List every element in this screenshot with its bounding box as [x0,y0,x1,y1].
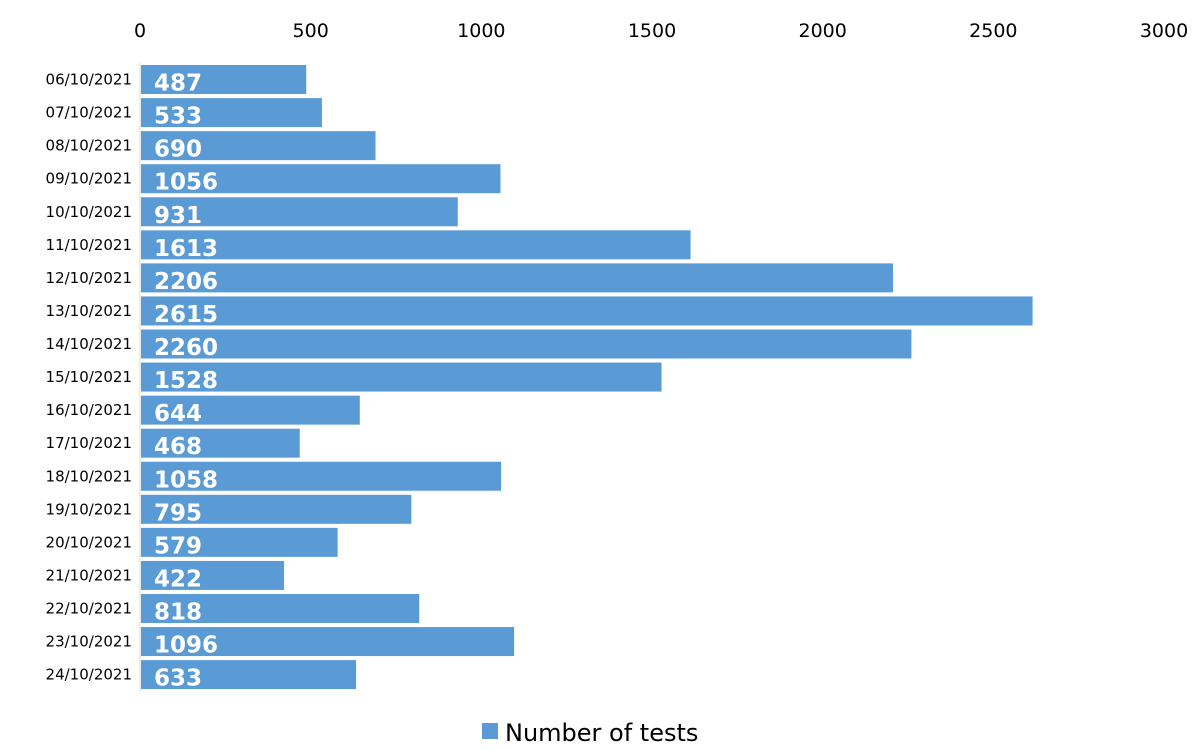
category-label: 10/10/2021 [46,203,132,221]
legend-swatch [482,723,498,739]
bar [141,131,376,161]
bar [141,560,285,590]
bar [141,65,307,95]
data-label: 533 [154,104,202,130]
category-label: 13/10/2021 [46,302,132,320]
bar [141,461,502,491]
category-label: 20/10/2021 [46,533,132,551]
data-label: 795 [154,500,202,526]
category-label: 24/10/2021 [46,666,132,684]
bar [141,395,360,425]
category-label: 07/10/2021 [46,104,132,122]
x-tick-label: 2500 [969,20,1017,42]
category-label: 23/10/2021 [46,633,132,651]
x-tick-label: 0 [134,20,146,42]
category-label: 18/10/2021 [46,467,132,485]
category-label: 06/10/2021 [46,71,132,89]
bar [141,197,458,227]
bar [141,164,501,194]
data-label: 644 [154,401,202,427]
data-label: 468 [154,434,202,460]
category-label: 21/10/2021 [46,566,132,584]
data-label: 931 [154,203,202,229]
category-label: 11/10/2021 [46,236,132,254]
x-tick-label: 500 [293,20,329,42]
x-tick-label: 3000 [1140,20,1188,42]
category-label: 19/10/2021 [46,500,132,518]
data-label: 1528 [154,368,218,394]
category-label: 17/10/2021 [46,434,132,452]
x-tick-label: 1500 [628,20,676,42]
bar [141,660,357,690]
category-label: 08/10/2021 [46,137,132,155]
bar [141,627,515,657]
data-label: 818 [154,599,202,625]
bar [141,593,420,623]
data-label: 2260 [154,335,218,361]
bar [141,494,412,524]
category-label: 12/10/2021 [46,269,132,287]
data-label: 2206 [154,269,218,295]
bar [141,296,1033,326]
bar [141,329,912,359]
category-label: 09/10/2021 [46,170,132,188]
bar [141,230,691,260]
data-label: 1613 [154,236,218,262]
legend: Number of tests [482,719,698,747]
data-label: 690 [154,137,202,163]
data-label: 487 [154,71,202,97]
bar [141,362,662,392]
bar [141,527,338,557]
bar [141,428,300,458]
legend-label: Number of tests [505,719,698,747]
bar [141,98,322,128]
x-tick-label: 2000 [798,20,846,42]
data-label: 422 [154,566,202,592]
data-label: 633 [154,666,202,692]
category-label: 16/10/2021 [46,401,132,419]
category-label: 15/10/2021 [46,368,132,386]
data-label: 1058 [154,467,218,493]
data-label: 1096 [154,633,218,659]
category-label: 22/10/2021 [46,599,132,617]
bars-group: 06/10/2021 487 07/10/2021 533 08/10/2021 690 0… [46,65,1033,692]
bar [141,263,893,293]
data-label: 1056 [154,170,218,196]
x-axis-ticks: 0 500 1000 1500 2000 2500 3000 [134,20,1188,42]
category-label: 14/10/2021 [46,335,132,353]
x-tick-label: 1000 [457,20,505,42]
data-label: 579 [154,533,202,559]
data-label: 2615 [154,302,218,328]
